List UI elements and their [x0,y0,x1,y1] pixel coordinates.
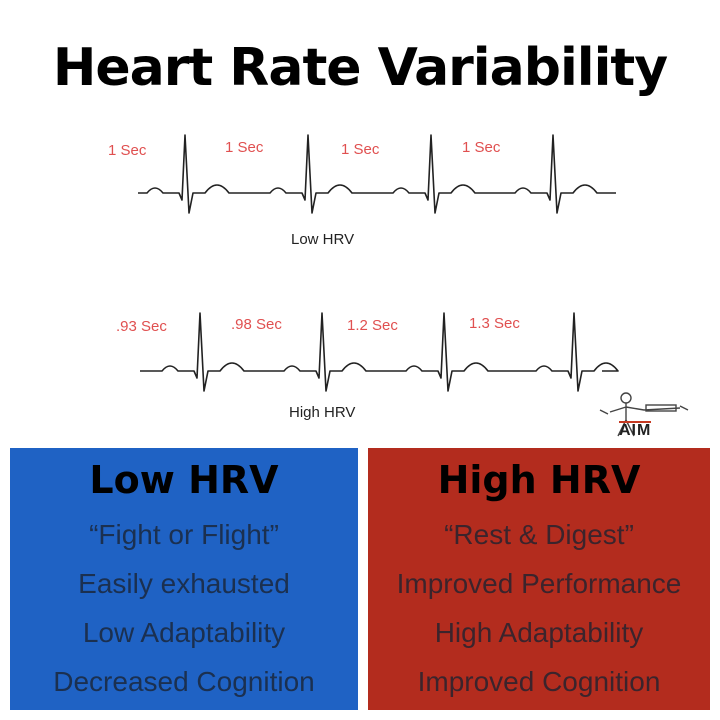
high-hrv-trait: Improved Cognition [417,666,661,697]
interval-label: 1.3 Sec [469,315,520,332]
high-hrv-trait: “Rest & Digest” [444,519,634,550]
low-hrv-trait: Decreased Cognition [53,666,315,697]
high-hrv-strip-label: High HRV [289,404,356,421]
interval-label: .98 Sec [231,316,282,333]
ecg-trace-high-hrv [140,312,619,392]
low-hrv-heading: Low HRV [89,458,279,502]
interval-label: .93 Sec [116,318,167,335]
page-title: Heart Rate Variability [52,38,668,98]
low-hrv-trait: Low Adaptability [82,617,286,648]
high-hrv-trait: Improved Performance [396,568,682,599]
interval-label: 1 Sec [225,139,264,156]
interval-label: 1 Sec [341,141,380,158]
ecg-trace-low-hrv [138,134,616,214]
aim-logo-icon [599,392,689,437]
high-hrv-trait: High Adaptability [434,617,644,648]
interval-label: 1.2 Sec [347,317,398,334]
low-hrv-strip-label: Low HRV [291,231,355,248]
interval-label: 1 Sec [108,142,147,159]
logo-text: AIM [619,421,652,439]
low-hrv-trait: Easily exhausted [78,568,290,599]
high-hrv-heading: High HRV [437,458,641,502]
ecg-diagram [138,134,619,392]
low-hrv-trait: “Fight or Flight” [89,519,279,550]
interval-label: 1 Sec [462,139,501,156]
low-hrv-panel: Low HRV “Fight or Flight” Easily exhaust… [8,446,360,712]
high-hrv-panel: High HRV “Rest & Digest” Improved Perfor… [366,446,712,712]
